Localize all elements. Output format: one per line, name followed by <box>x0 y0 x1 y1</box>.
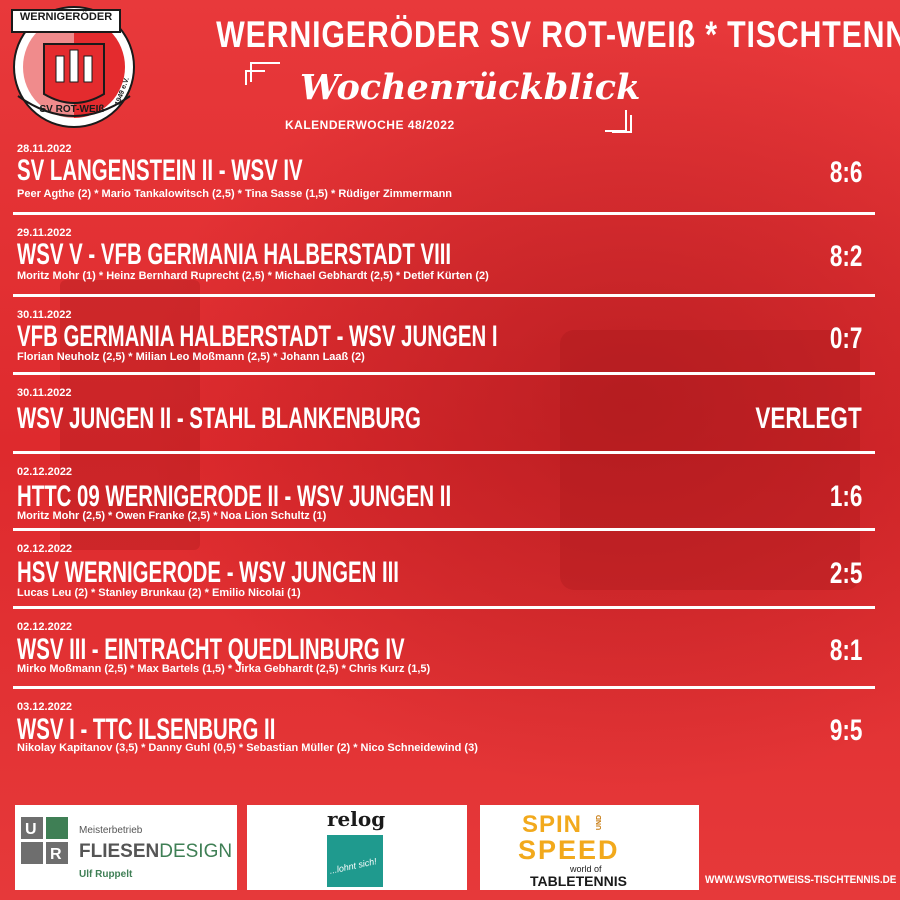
match-date: 30.11.2022 <box>17 387 72 399</box>
logo-top-text: WERNIGERÖDER <box>19 11 113 23</box>
svg-text:R: R <box>50 846 62 863</box>
footer-url[interactable]: WWW.WSVROTWEISS-TISCHTENNIS.DE <box>705 874 897 886</box>
match-title: WSV JUNGEN II - STAHL BLANKENBURG <box>17 402 421 435</box>
fliesen-owner: Ulf Ruppelt <box>79 869 133 880</box>
deco-corner-top-left <box>250 62 280 82</box>
ur-logo-icon: U R <box>21 817 68 864</box>
match-title: SV LANGENSTEIN II - WSV IV <box>17 154 303 187</box>
speed-word: SPEED <box>518 835 620 865</box>
divider <box>13 451 875 454</box>
divider <box>13 528 875 531</box>
match-title: HTTC 09 WERNIGERODE II - WSV JUNGEN II <box>17 480 452 513</box>
match-date: 03.12.2022 <box>17 701 73 713</box>
match-score: 0:7 <box>829 322 862 355</box>
match-score: 8:6 <box>829 156 862 189</box>
background-scoreboard-shape <box>560 330 860 590</box>
match-score: 8:1 <box>829 634 862 667</box>
match-score: 1:6 <box>829 480 862 513</box>
match-title: VFB GERMANIA HALBERSTADT - WSV JUNGEN I <box>17 320 498 353</box>
deco-corner-top-left-inner <box>245 70 265 85</box>
spin-line1: SPIN <box>522 811 582 839</box>
match-date: 28.11.2022 <box>17 143 72 155</box>
fliesen-brand: FLIESENDESIGN <box>79 841 232 863</box>
spin-small: world of <box>570 864 602 874</box>
spin-word: SPIN <box>522 811 583 838</box>
match-date: 30.11.2022 <box>17 309 72 321</box>
fliesen-line1: Meisterbetrieb <box>79 825 143 836</box>
sponsor-fliesendesign[interactable]: U R Meisterbetrieb FLIESENDESIGN Ulf Rup… <box>15 805 237 890</box>
match-players: Peer Agthe (2) * Mario Tankalowitsch (2,… <box>17 188 453 200</box>
divider <box>13 294 875 297</box>
match-date: 29.11.2022 <box>17 227 72 239</box>
sponsor-spin-und-speed[interactable]: SPIN UND SPEED world of TABLETENNIS <box>480 805 699 890</box>
divider <box>13 686 875 689</box>
relog-tagline: ...lohnt sich! <box>328 856 378 876</box>
fliesen-brand-b: DESIGN <box>159 841 233 862</box>
match-score: 9:5 <box>829 714 862 747</box>
match-score: 8:2 <box>829 240 862 273</box>
match-score: VERLEGT <box>755 402 862 435</box>
relog-name: relog <box>327 807 386 831</box>
match-date: 02.12.2022 <box>17 466 73 478</box>
match-score: 2:5 <box>829 557 862 590</box>
match-players: Nikolay Kapitanov (3,5) * Danny Guhl (0,… <box>17 742 478 754</box>
divider <box>13 372 875 375</box>
svg-text:U: U <box>25 821 37 838</box>
divider <box>13 212 875 215</box>
relog-block: ...lohnt sich! <box>327 835 383 887</box>
calendar-week: KALENDERWOCHE 48/2022 <box>285 118 455 132</box>
match-date: 02.12.2022 <box>17 543 73 555</box>
match-title: WSV V - VFB GERMANIA HALBERSTADT VIII <box>17 238 452 271</box>
background-table-shape <box>60 280 200 550</box>
match-players: Moritz Mohr (2,5) * Owen Franke (2,5) * … <box>17 510 327 522</box>
club-logo <box>11 6 135 128</box>
spin-big: TABLETENNIS <box>530 873 627 889</box>
page-title: WERNIGERÖDER SV ROT-WEIß * TISCHTENNIS <box>216 14 900 55</box>
match-title: HSV WERNIGERODE - WSV JUNGEN III <box>17 556 399 589</box>
fliesen-brand-a: FLIESEN <box>79 841 160 862</box>
match-title: WSV III - EINTRACHT QUEDLINBURG IV <box>17 633 405 666</box>
match-players: Mirko Moßmann (2,5) * Max Bartels (1,5) … <box>17 663 431 675</box>
match-date: 02.12.2022 <box>17 621 73 633</box>
match-players: Lucas Leu (2) * Stanley Brunkau (2) * Em… <box>17 587 301 599</box>
sponsor-relog[interactable]: relog ...lohnt sich! <box>247 805 467 890</box>
divider <box>13 606 875 609</box>
match-title: WSV I - TTC ILSENBURG II <box>17 713 276 746</box>
page-subtitle: Wochenrückblick <box>300 67 641 108</box>
spin-und: UND <box>596 814 604 831</box>
match-players: Florian Neuholz (2,5) * Milian Leo Moßma… <box>17 351 365 363</box>
deco-corner-bottom-right-inner <box>612 115 632 133</box>
logo-bottom-text: SV ROT-WEIß <box>39 104 105 115</box>
match-players: Moritz Mohr (1) * Heinz Bernhard Ruprech… <box>17 270 489 282</box>
